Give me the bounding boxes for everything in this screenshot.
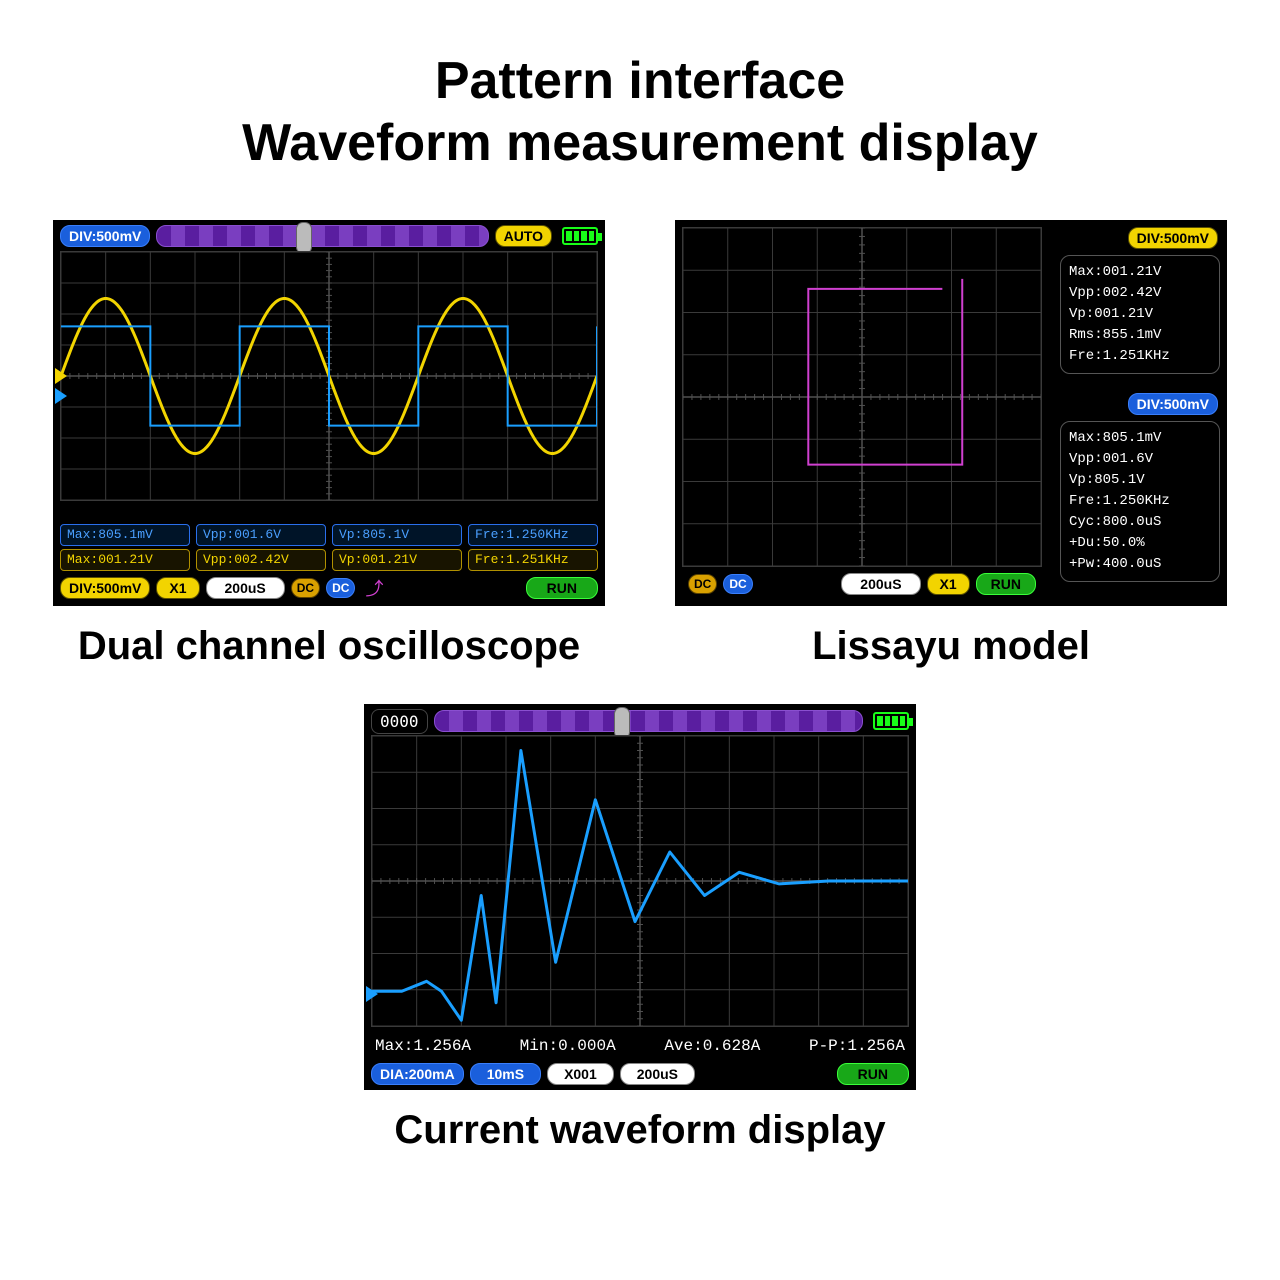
xscale-badge[interactable]: X001	[547, 1063, 614, 1085]
run-badge[interactable]: RUN	[837, 1063, 909, 1085]
trigger-edge-icon[interactable]: ⤴	[365, 575, 383, 601]
dia-badge[interactable]: DIA:200mA	[371, 1063, 464, 1085]
caption-current: Current waveform display	[394, 1108, 885, 1153]
caption-dual: Dual channel oscilloscope	[78, 624, 580, 669]
counter: 0000	[371, 709, 428, 734]
dual-channel-scope: DIV:500mV AUTO Max:805.1mV Vpp:001.6V Vp…	[53, 220, 605, 606]
div-badge-bottom[interactable]: DIV:500mV	[60, 577, 150, 599]
dc-badge-ch2[interactable]: DC	[723, 574, 752, 594]
lissajous-scope: DIV:500mV Max:001.21V Vpp:002.42V Vp:001…	[675, 220, 1227, 606]
ch1-marker-icon	[55, 368, 67, 384]
measure-row-ch1: Max:001.21V Vpp:002.42V Vp:001.21V Fre:1…	[60, 549, 598, 571]
measure-row-ch2: Max:805.1mV Vpp:001.6V Vp:805.1V Fre:1.2…	[60, 524, 598, 546]
trigger-bar[interactable]	[156, 225, 488, 247]
measure-panel-ch1: Max:001.21V Vpp:002.42V Vp:001.21V Rms:8…	[1060, 255, 1220, 374]
ch-marker-icon	[366, 986, 378, 1002]
ch2-marker-icon	[55, 388, 67, 404]
run-badge[interactable]: RUN	[526, 577, 598, 599]
xscale-badge[interactable]: X1	[927, 573, 970, 595]
caption-lissajous: Lissayu model	[812, 624, 1090, 669]
dc-badge-ch2[interactable]: DC	[326, 578, 355, 598]
timebase-badge[interactable]: 200uS	[841, 573, 920, 595]
dc-badge-ch1[interactable]: DC	[688, 574, 717, 594]
div-badge: DIV:500mV	[60, 225, 150, 247]
battery-icon	[562, 227, 598, 245]
div-badge: DIV:500mV	[1128, 227, 1218, 249]
title-line-2: Waveform measurement display	[0, 112, 1280, 174]
trigger-bar[interactable]	[434, 710, 863, 732]
auto-badge[interactable]: AUTO	[495, 225, 552, 247]
current-scope: 0000 Max:1.256A Min:0.000A Ave:0.628A P-…	[364, 704, 916, 1090]
run-badge[interactable]: RUN	[976, 573, 1036, 595]
title-line-1: Pattern interface	[0, 50, 1280, 112]
time1-badge[interactable]: 10mS	[470, 1063, 541, 1085]
div-badge-ch2: DIV:500mV	[1128, 393, 1218, 415]
measure-panel-ch2: Max:805.1mV Vpp:001.6V Vp:805.1V Fre:1.2…	[1060, 421, 1220, 582]
timebase-badge[interactable]: 200uS	[206, 577, 285, 599]
xscale-badge[interactable]: X1	[156, 577, 199, 599]
battery-icon	[873, 712, 909, 730]
time2-badge[interactable]: 200uS	[620, 1063, 695, 1085]
measure-line: Max:1.256A Min:0.000A Ave:0.628A P-P:1.2…	[375, 1037, 905, 1055]
dc-badge-ch1[interactable]: DC	[291, 578, 320, 598]
